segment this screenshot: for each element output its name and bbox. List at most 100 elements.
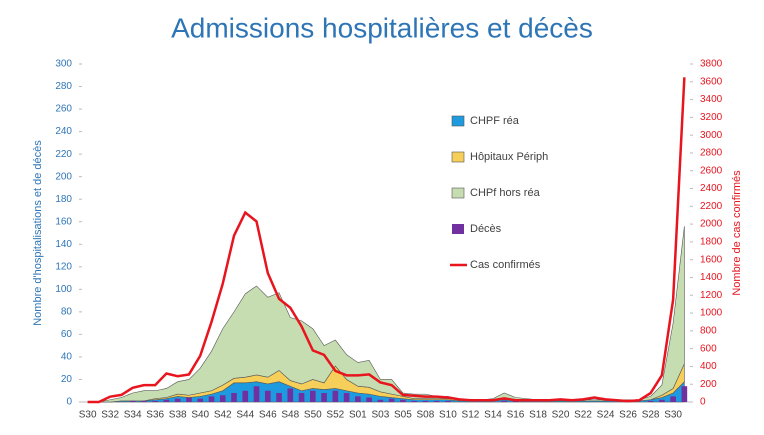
bar xyxy=(681,386,688,402)
bar xyxy=(411,400,417,402)
bar xyxy=(647,400,654,402)
x-tick-label: S30 xyxy=(79,410,97,421)
x-tick-label: S14 xyxy=(484,410,502,421)
bar xyxy=(321,392,327,402)
bar xyxy=(433,400,440,402)
bar xyxy=(422,400,429,402)
x-tick-label: S12 xyxy=(462,410,480,421)
chart-title: Admissions hospitalières et décès xyxy=(171,12,593,43)
bar xyxy=(377,399,384,402)
x-tick-label: S48 xyxy=(281,410,299,421)
bar xyxy=(129,400,136,402)
y2-tick-label: 1800 xyxy=(700,237,723,248)
x-tick-label: S26 xyxy=(619,410,637,421)
x-tick-label: S42 xyxy=(214,410,232,421)
y-tick-label: 220 xyxy=(55,149,72,160)
legend-label: Cas confirmés xyxy=(470,259,541,271)
x-tick-label: S28 xyxy=(642,410,660,421)
y2-tick-label: 2400 xyxy=(700,183,723,194)
y-tick-label: 160 xyxy=(55,216,72,227)
bar xyxy=(355,396,361,402)
y-tick-label: 300 xyxy=(55,59,72,70)
legend-label: Hôpitaux Périph xyxy=(470,151,548,163)
y2-tick-label: 1200 xyxy=(700,290,723,301)
bar xyxy=(659,399,665,402)
y-tick-label: 280 xyxy=(55,81,72,92)
y2-axis-title: Nombre de cas confirmés xyxy=(731,170,743,296)
y2-tick-label: 2200 xyxy=(700,201,723,212)
legend-swatch xyxy=(451,151,465,163)
y-tick-label: 240 xyxy=(55,126,72,137)
y-tick-label: 140 xyxy=(55,239,72,250)
bar xyxy=(231,392,237,402)
bar xyxy=(141,400,147,402)
y2-tick-label: 600 xyxy=(700,343,717,354)
y-tick-label: 80 xyxy=(61,307,73,318)
bar xyxy=(197,398,204,402)
bar xyxy=(253,386,260,402)
y2-tick-label: 0 xyxy=(700,397,706,408)
bar xyxy=(310,390,316,402)
bar xyxy=(174,398,181,402)
bar xyxy=(501,400,508,402)
bar xyxy=(276,392,282,402)
y2-tick-label: 1400 xyxy=(700,272,723,283)
bar xyxy=(343,392,350,402)
bar xyxy=(332,390,339,402)
y2-tick-label: 3800 xyxy=(700,59,723,70)
bar xyxy=(445,400,451,402)
x-tick-label: S50 xyxy=(304,410,322,421)
y2-tick-label: 1600 xyxy=(700,254,723,265)
y2-tick-label: 400 xyxy=(700,361,717,372)
x-tick-label: S30 xyxy=(664,410,682,421)
bar xyxy=(400,399,406,402)
line xyxy=(87,77,686,404)
y-tick-label: 260 xyxy=(55,104,72,115)
bar xyxy=(287,388,294,402)
bar xyxy=(219,395,226,402)
x-tick-label: S52 xyxy=(326,410,344,421)
x-tick-label: S46 xyxy=(259,410,277,421)
y2-tick-label: 2800 xyxy=(700,148,723,159)
y2-tick-label: 800 xyxy=(700,325,717,336)
bar xyxy=(163,399,170,402)
y2-tick-label: 2000 xyxy=(700,219,723,230)
bar xyxy=(670,396,676,402)
bar xyxy=(208,396,215,402)
x-tick-label: S03 xyxy=(371,410,389,421)
legend-box xyxy=(445,105,565,289)
y-axis-title: Nombre d'hospitalisations et de décès xyxy=(32,140,44,326)
x-tick-label: S05 xyxy=(394,410,412,421)
bar xyxy=(242,390,249,402)
y2-tick-label: 3400 xyxy=(700,94,723,105)
bar xyxy=(366,397,372,402)
y2-tick-label: 3200 xyxy=(700,112,723,123)
y-tick-label: 200 xyxy=(55,171,72,182)
bar xyxy=(186,397,192,402)
y2-tick-label: 3000 xyxy=(700,130,723,141)
y-tick-label: 180 xyxy=(55,194,72,205)
y-tick-label: 0 xyxy=(66,397,72,408)
x-tick-label: S10 xyxy=(439,410,457,421)
legend-label: Décès xyxy=(470,223,502,235)
x-tick-label: S08 xyxy=(417,410,435,421)
x-tick-label: S01 xyxy=(349,410,367,421)
x-tick-label: S18 xyxy=(529,410,547,421)
bar xyxy=(388,398,395,402)
x-tick-label: S34 xyxy=(124,410,142,421)
area xyxy=(87,226,685,403)
x-tick-label: S20 xyxy=(552,410,570,421)
x-tick-label: S36 xyxy=(146,410,164,421)
legend-swatch xyxy=(451,187,465,199)
legend-swatch xyxy=(451,115,465,127)
x-tick-label: S38 xyxy=(169,410,187,421)
legend-label: CHPF réa xyxy=(470,115,520,127)
y2-tick-label: 3600 xyxy=(700,76,723,87)
y-tick-label: 60 xyxy=(61,329,73,340)
bar xyxy=(298,392,305,402)
y-tick-label: 20 xyxy=(61,374,73,385)
y2-tick-label: 200 xyxy=(700,379,717,390)
bar xyxy=(264,390,271,402)
y-tick-label: 100 xyxy=(55,284,72,295)
